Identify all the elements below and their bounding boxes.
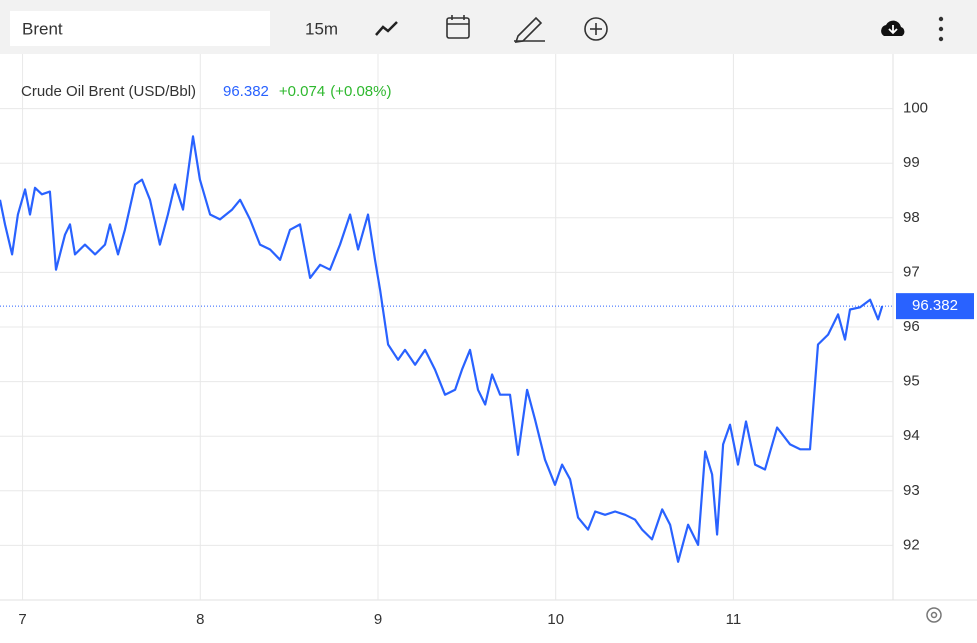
- y-tick-label: 97: [903, 263, 920, 280]
- draw-icon[interactable]: [514, 16, 545, 43]
- y-tick-label: 95: [903, 373, 920, 390]
- menu-icon[interactable]: [938, 16, 944, 42]
- y-tick-label: 99: [903, 154, 920, 171]
- x-tick-label: 11: [726, 611, 742, 628]
- y-tick-label: 93: [903, 482, 920, 499]
- price-tag: [896, 293, 974, 320]
- price-line: [0, 135, 884, 563]
- x-tick-label: 8: [196, 611, 204, 628]
- symbol-text: Brent: [22, 19, 63, 38]
- x-tick-label: 10: [547, 611, 564, 628]
- last-value: 96.382: [223, 83, 269, 100]
- y-tick-label: 100: [903, 100, 928, 117]
- y-tick-label: 92: [903, 536, 920, 553]
- calendar-icon[interactable]: [446, 15, 470, 39]
- price-tag-label: 96.382: [912, 297, 958, 314]
- chart-type-icon[interactable]: [375, 21, 398, 36]
- interval-button[interactable]: 15m: [305, 19, 338, 38]
- settings-icon[interactable]: [926, 607, 942, 623]
- y-tick-label: 96: [903, 318, 920, 335]
- legend-label: Crude Oil Brent (USD/Bbl): [21, 83, 196, 100]
- y-tick-label: 94: [903, 427, 920, 444]
- add-icon[interactable]: [584, 17, 608, 41]
- x-tick-label: 7: [18, 611, 26, 628]
- download-icon[interactable]: [881, 20, 905, 36]
- symbol-input[interactable]: [10, 11, 270, 46]
- change-percent: (+0.08%): [330, 83, 391, 100]
- change: +0.074: [279, 83, 325, 100]
- x-tick-label: 9: [374, 611, 382, 628]
- y-tick-label: 98: [903, 209, 920, 226]
